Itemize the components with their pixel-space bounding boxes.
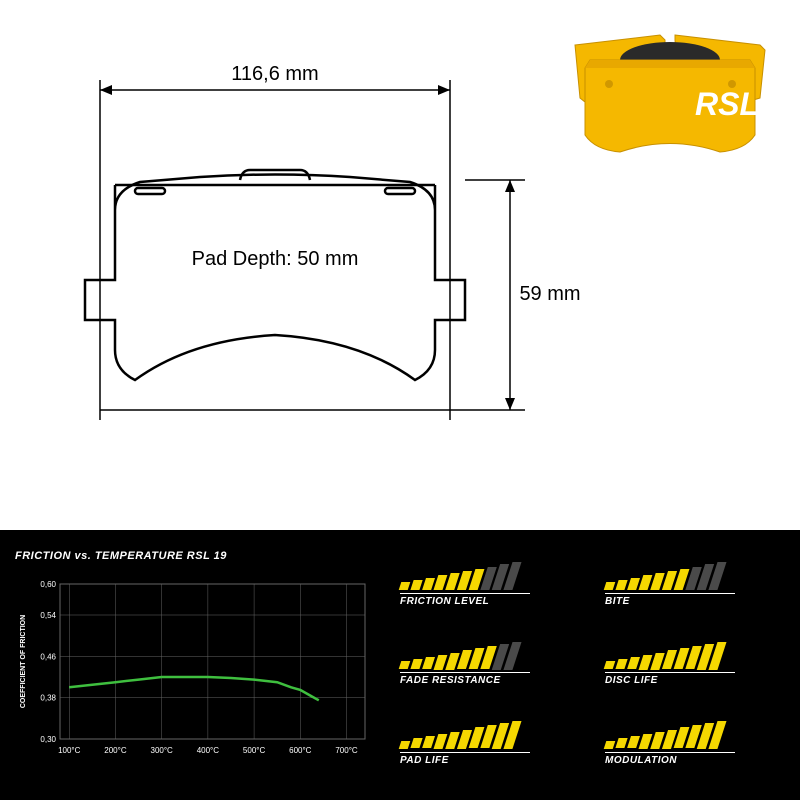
- rating-disc-life: DISC LIFE: [605, 639, 780, 700]
- rating-label: FRICTION LEVEL: [400, 596, 489, 607]
- ratings-grid: FRICTION LEVEL BITE FADE RESISTANCE DISC LI…: [390, 530, 800, 800]
- rating-friction-level: FRICTION LEVEL: [400, 560, 575, 621]
- rating-bar: [615, 580, 627, 590]
- rating-bar: [399, 741, 411, 749]
- chart-y-axis-label: COEFFICIENT OF FRICTION: [20, 615, 27, 708]
- svg-text:0,38: 0,38: [40, 694, 56, 703]
- rating-bar: [615, 738, 627, 748]
- rating-label: BITE: [605, 596, 630, 607]
- svg-text:0,54: 0,54: [40, 611, 56, 620]
- rating-modulation: MODULATION: [605, 719, 780, 780]
- rating-label: FADE RESISTANCE: [400, 675, 501, 686]
- svg-text:0,60: 0,60: [40, 580, 56, 589]
- chart-data-line: [69, 677, 319, 700]
- rating-bar: [410, 659, 422, 669]
- svg-text:200°C: 200°C: [104, 746, 127, 755]
- rating-fade-resistance: FADE RESISTANCE: [400, 639, 575, 700]
- rating-bar: [604, 661, 616, 669]
- svg-text:0,30: 0,30: [40, 735, 56, 744]
- friction-chart: FRICTION vs. TEMPERATURE RSL 19 COEFFICI…: [0, 530, 390, 800]
- rating-pad-life: PAD LIFE: [400, 719, 575, 780]
- product-photo: RSL: [560, 20, 780, 170]
- svg-text:300°C: 300°C: [151, 746, 174, 755]
- svg-text:100°C: 100°C: [58, 746, 81, 755]
- rating-bar: [410, 738, 422, 748]
- svg-text:400°C: 400°C: [197, 746, 220, 755]
- rating-label: PAD LIFE: [400, 755, 449, 766]
- pad-depth-label: Pad Depth: 50 mm: [192, 248, 359, 270]
- svg-text:600°C: 600°C: [289, 746, 312, 755]
- rating-bar: [604, 582, 616, 590]
- rating-bar: [604, 741, 616, 749]
- rating-bar: [615, 659, 627, 669]
- svg-text:0,46: 0,46: [40, 652, 56, 661]
- width-dimension-label: 116,6 mm: [231, 63, 318, 85]
- rating-bite: BITE: [605, 560, 780, 621]
- technical-drawing: 116,6 mm 59 mm Pad Depth: 50 mm: [40, 40, 580, 460]
- svg-text:700°C: 700°C: [335, 746, 358, 755]
- rating-bar: [410, 580, 422, 590]
- chart-title: FRICTION vs. TEMPERATURE RSL 19: [15, 550, 375, 562]
- height-dimension-label: 59 mm: [519, 283, 580, 305]
- performance-panel: FRICTION vs. TEMPERATURE RSL 19 COEFFICI…: [0, 530, 800, 800]
- rating-bar: [399, 582, 411, 590]
- rating-bar: [399, 661, 411, 669]
- brand-text: RSL: [695, 86, 759, 122]
- svg-text:500°C: 500°C: [243, 746, 266, 755]
- rating-label: DISC LIFE: [605, 675, 658, 686]
- rating-label: MODULATION: [605, 755, 677, 766]
